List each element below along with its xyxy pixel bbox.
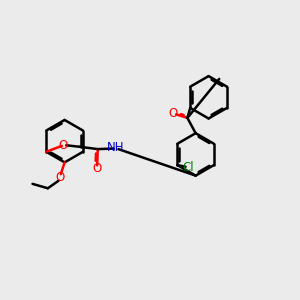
Text: Cl: Cl — [183, 161, 194, 174]
Text: O: O — [92, 162, 101, 175]
Text: O: O — [168, 107, 177, 120]
Text: O: O — [59, 139, 68, 152]
Text: NH: NH — [107, 141, 125, 154]
Text: O: O — [56, 171, 65, 184]
